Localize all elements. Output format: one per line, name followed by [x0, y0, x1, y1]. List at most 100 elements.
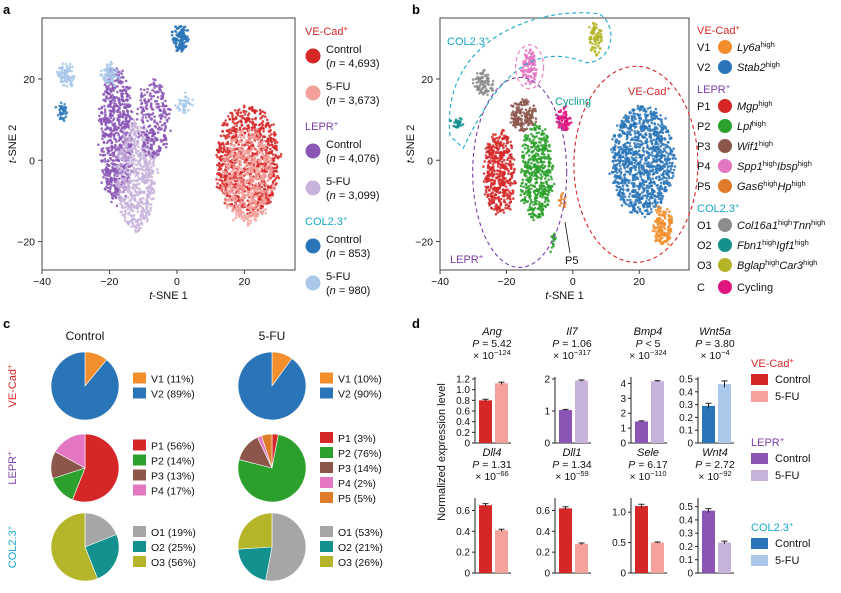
scatter-point: [644, 216, 647, 219]
scatter-point: [493, 197, 496, 200]
scatter-point: [60, 76, 63, 79]
scatter-point: [493, 208, 496, 211]
scatter-point: [239, 203, 242, 206]
scatter-point: [278, 177, 281, 180]
scatter-point: [147, 142, 150, 145]
scatter-point: [237, 181, 240, 184]
scatter-point: [111, 88, 114, 91]
scatter-point: [187, 29, 190, 32]
scatter-point: [259, 190, 262, 193]
scatter-point: [169, 130, 172, 133]
scatter-point: [117, 99, 120, 102]
scatter-point: [640, 158, 643, 161]
scatter-point: [123, 144, 126, 147]
scatter-point: [71, 79, 74, 82]
scatter-point: [497, 175, 500, 178]
scatter-point: [131, 129, 134, 132]
scatter-point: [667, 141, 670, 144]
scatter-point: [668, 217, 671, 220]
scatter-point: [110, 61, 113, 64]
scatter-point: [112, 82, 115, 85]
scatter-point: [650, 170, 653, 173]
scatter-point: [239, 134, 242, 137]
scatter-point: [634, 179, 637, 182]
scatter-point: [142, 126, 145, 129]
scatter-point: [258, 151, 261, 154]
scatter-point: [492, 163, 495, 166]
scatter-point: [106, 174, 109, 177]
scatter-point: [629, 171, 632, 174]
scatter-point: [233, 193, 236, 196]
scatter-point: [665, 151, 668, 154]
legend-item-n: (n = 980): [326, 285, 370, 297]
scatter-point: [240, 130, 243, 133]
scatter-point: [624, 182, 627, 185]
scatter-point: [103, 134, 106, 137]
scatter-point: [145, 116, 148, 119]
scatter-point: [652, 170, 655, 173]
x-tick-label: 0: [174, 276, 180, 288]
scatter-point: [482, 165, 485, 168]
scatter-point: [225, 137, 228, 140]
scatter-point: [265, 157, 268, 160]
scatter-point: [264, 144, 267, 147]
scatter-point: [124, 120, 127, 123]
scatter-point: [156, 137, 159, 140]
scatter-point: [227, 115, 230, 118]
scatter-point: [109, 102, 112, 105]
scatter-point: [137, 155, 140, 158]
scatter-point: [652, 205, 655, 208]
scatter-point: [646, 184, 649, 187]
scatter-point: [101, 73, 104, 76]
scatter-point: [109, 154, 112, 157]
scatter-point: [647, 161, 650, 164]
scatter-point: [150, 105, 153, 108]
scatter-point: [612, 171, 615, 174]
scatter-point: [240, 167, 243, 170]
scatter-point: [126, 99, 129, 102]
scatter-point: [137, 211, 140, 214]
scatter-point: [259, 187, 262, 190]
scatter-point: [651, 122, 654, 125]
scatter-point: [627, 170, 630, 173]
scatter-point: [251, 210, 254, 213]
scatter-point: [178, 99, 181, 102]
scatter-point: [149, 162, 152, 165]
scatter-point: [252, 166, 255, 169]
scatter-point: [653, 190, 656, 193]
scatter-point: [245, 161, 248, 164]
scatter-point: [183, 45, 186, 48]
scatter-point: [145, 187, 148, 190]
scatter-point: [498, 137, 501, 140]
scatter-point: [269, 139, 272, 142]
scatter-point: [108, 119, 111, 122]
scatter-point: [138, 183, 141, 186]
scatter-point: [233, 133, 236, 136]
scatter-point: [505, 185, 508, 188]
scatter-point: [233, 122, 236, 125]
scatter-point: [658, 164, 661, 167]
scatter-point: [626, 199, 629, 202]
scatter-point: [142, 136, 145, 139]
scatter-point: [653, 118, 656, 121]
scatter-point: [134, 189, 137, 192]
scatter-point: [255, 149, 258, 152]
scatter-point: [184, 26, 187, 29]
scatter-point: [224, 156, 227, 159]
scatter-point: [101, 138, 104, 141]
scatter-point: [121, 158, 124, 161]
scatter-point: [648, 136, 651, 139]
scatter-point: [241, 115, 244, 118]
scatter-point: [246, 125, 249, 128]
scatter-point: [665, 177, 668, 180]
scatter-point: [485, 154, 488, 157]
scatter-point: [63, 84, 66, 87]
scatter-point: [619, 198, 622, 201]
scatter-point: [115, 159, 118, 162]
scatter-point: [118, 82, 121, 85]
scatter-point: [110, 106, 113, 109]
scatter-point: [150, 179, 153, 182]
scatter-point: [226, 123, 229, 126]
scatter-point: [273, 134, 276, 137]
scatter-point: [248, 119, 251, 122]
